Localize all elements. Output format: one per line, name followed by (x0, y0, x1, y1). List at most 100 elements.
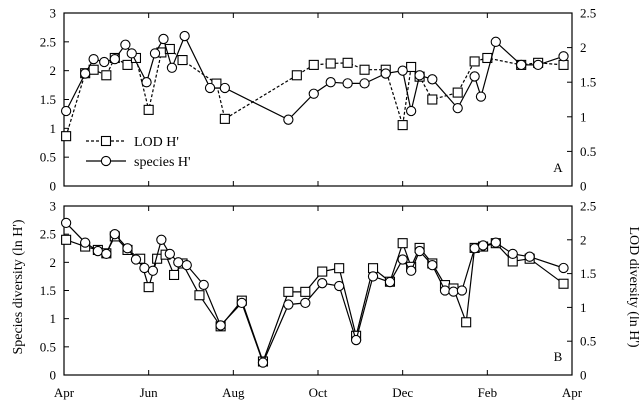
data-point (283, 299, 294, 310)
y-tick-label: 3 (50, 6, 57, 21)
data-point (122, 59, 133, 70)
data-point (359, 78, 370, 89)
legend-marker (100, 135, 112, 147)
data-point (456, 285, 468, 296)
panel-letter: A (553, 160, 563, 175)
data-point (109, 53, 120, 65)
y-tick-label: 1 (50, 311, 57, 326)
y-tick-label: 0.5 (40, 150, 56, 165)
data-point (88, 64, 99, 75)
data-point (300, 297, 311, 309)
data-point (317, 266, 328, 277)
x-tick-label: Dec (392, 385, 413, 400)
data-point (198, 279, 209, 291)
y-tick-label: 1 (50, 121, 57, 136)
data-point (532, 59, 544, 71)
x-tick-label: Oct (309, 385, 328, 400)
y2-tick-label: 2.5 (580, 6, 596, 21)
data-point (158, 33, 169, 45)
legend-label: species H' (134, 155, 191, 170)
y-tick-label: 0 (50, 179, 57, 194)
series-species-h (60, 30, 569, 125)
x-tick-label: Jun (140, 385, 159, 400)
data-point (156, 234, 167, 245)
y-axis-label-left: Species diversity (ln H') (11, 219, 26, 354)
data-point (257, 357, 269, 368)
data-point (181, 259, 192, 271)
data-point (164, 43, 175, 55)
panel-b: 0 0.5 1 1.5 2 2.5 3 0 0.5 1 1.5 2 2.5 Apr Jun Aug Oct Dec… (40, 199, 597, 401)
data-point (308, 59, 319, 70)
y2-tick-label: 0.5 (580, 144, 596, 159)
data-point (80, 68, 91, 79)
data-point (461, 317, 472, 328)
x-tick-label: Aug (222, 385, 245, 400)
y2-tick-label: 1.5 (580, 266, 596, 281)
legend-marker (100, 155, 112, 167)
data-point (406, 61, 417, 73)
data-point (558, 51, 569, 62)
y2-tick-label: 0 (580, 368, 587, 383)
data-point (166, 62, 178, 73)
data-point (143, 104, 154, 115)
series-line (65, 34, 564, 121)
y2-tick-label: 2.5 (580, 199, 596, 214)
y2-tick-label: 1.5 (580, 75, 596, 90)
data-point (558, 262, 569, 274)
y-tick-label: 2 (50, 255, 57, 270)
chart-panels: 0 0.5 1 1.5 2 2.5 3 0 0.5 1 1.5 2 2.5 A LOD H' species … (40, 6, 597, 401)
data-point (427, 94, 438, 105)
data-point (427, 74, 438, 85)
y-tick-label: 0.5 (40, 339, 56, 354)
x-tick-label: Feb (478, 385, 498, 400)
series-line (65, 222, 564, 365)
data-point (469, 243, 480, 254)
data-point (469, 71, 480, 82)
data-point (334, 263, 345, 274)
data-point (130, 254, 142, 265)
data-point (325, 77, 336, 88)
data-point (143, 282, 154, 293)
data-point (325, 58, 336, 69)
y-tick-label: 0 (50, 368, 57, 383)
data-point (283, 114, 294, 125)
data-point (60, 105, 72, 117)
data-point (397, 254, 408, 265)
panel-a: 0 0.5 1 1.5 2 2.5 3 0 0.5 1 1.5 2 2.5 A LOD H' species … (40, 6, 597, 194)
data-point (120, 39, 131, 50)
data-point (141, 77, 152, 88)
legend-label: LOD H' (134, 135, 179, 150)
y-tick-label: 2 (50, 63, 57, 78)
data-point (60, 217, 72, 229)
series-species-h (60, 217, 569, 368)
data-point (99, 56, 110, 68)
data-point (80, 237, 91, 248)
y2-tick-label: 1 (580, 109, 587, 124)
y-tick-label: 3 (50, 199, 57, 214)
data-point (109, 229, 120, 240)
data-point (291, 70, 302, 81)
plot-frame (63, 205, 573, 376)
data-point (439, 285, 451, 296)
data-point (448, 286, 459, 297)
data-point (397, 238, 408, 249)
data-point (342, 78, 353, 89)
data-point (477, 240, 489, 251)
data-point (194, 290, 205, 301)
data-point (384, 276, 396, 288)
data-point (414, 70, 425, 81)
data-point (405, 105, 417, 117)
data-point (101, 70, 112, 81)
data-point (516, 59, 527, 71)
data-point (490, 237, 501, 248)
data-point (405, 265, 417, 276)
data-point (507, 248, 518, 260)
data-point (204, 82, 216, 94)
data-point (122, 243, 133, 254)
data-point (236, 297, 247, 309)
data-point (397, 120, 408, 131)
series-lod-h (61, 231, 569, 367)
data-point (219, 82, 231, 94)
data-point (215, 320, 226, 331)
